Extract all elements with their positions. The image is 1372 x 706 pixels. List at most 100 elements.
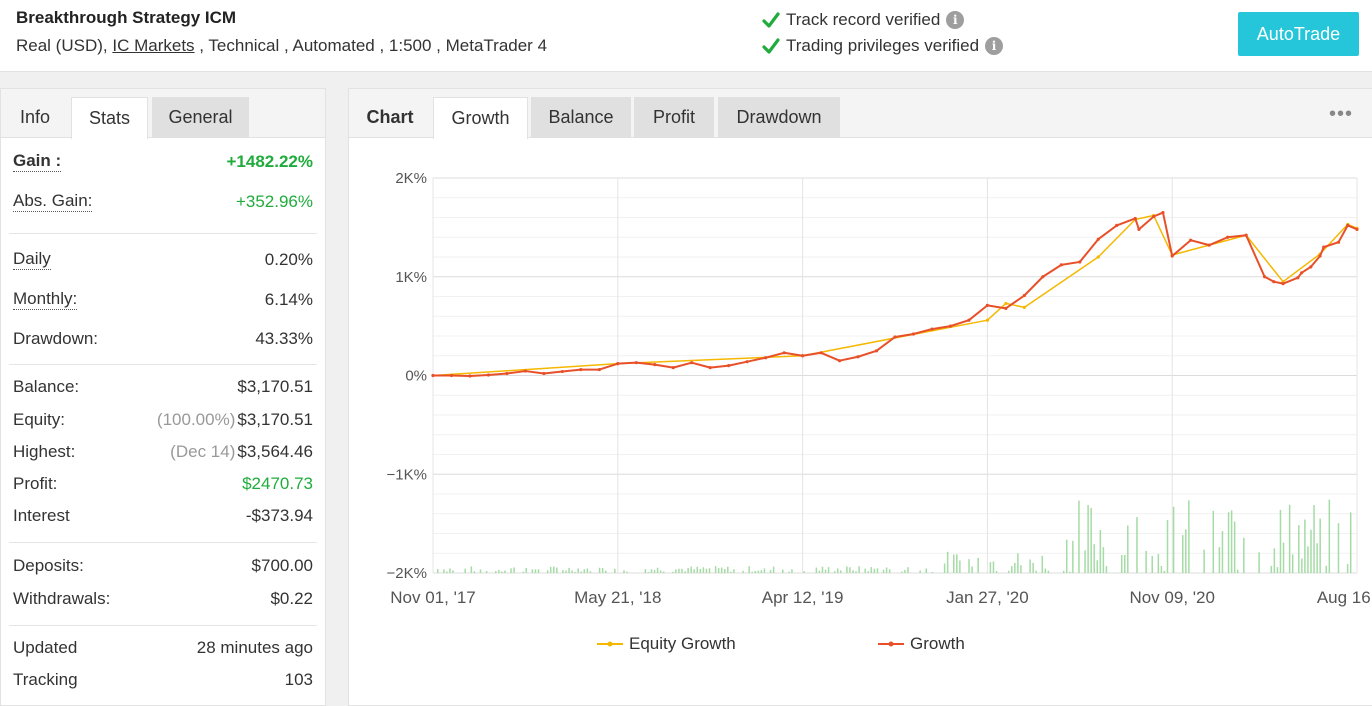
volume-bar (931, 571, 934, 573)
data-point (727, 364, 731, 368)
volume-bar (1044, 568, 1047, 573)
volume-bar (1291, 554, 1294, 573)
volume-bar (1337, 523, 1340, 573)
volume-bar (959, 560, 961, 573)
volume-bar (568, 567, 570, 573)
tab-stats[interactable]: Stats (71, 97, 148, 139)
volume-bar (821, 566, 824, 573)
volume-bar (836, 568, 839, 573)
broker-link[interactable]: IC Markets (112, 36, 195, 55)
daily-value: 0.20% (264, 249, 313, 269)
data-point (1336, 240, 1341, 244)
more-options-icon[interactable]: ••• (1329, 103, 1354, 125)
profit-label: Profit: (13, 474, 58, 493)
gain-label[interactable]: Gain : (13, 151, 62, 172)
volume-bar (601, 568, 604, 573)
volume-bar (1062, 570, 1065, 573)
monthly-value: 6.14% (264, 289, 313, 309)
data-point (1244, 233, 1248, 237)
volume-bar (1084, 550, 1086, 573)
balance-value: $3,170.51 (237, 377, 313, 396)
check-icon (762, 38, 780, 54)
volume-bar (553, 566, 555, 573)
abs-gain-label[interactable]: Abs. Gain: (13, 191, 93, 212)
volume-bar (1172, 506, 1175, 573)
data-point (1207, 243, 1211, 247)
volume-bar (885, 567, 888, 573)
volume-bar (1349, 512, 1352, 573)
volume-bar (604, 570, 607, 573)
volume-bar (971, 566, 973, 573)
volume-bar (510, 568, 512, 573)
volume-bar (452, 570, 454, 573)
volume-bar (1279, 509, 1282, 573)
volume-bar (534, 569, 537, 573)
data-point (1226, 235, 1230, 239)
volume-bar (867, 571, 870, 573)
data-point (801, 354, 805, 358)
info-icon[interactable]: i (985, 37, 1004, 55)
volume-bar (1099, 530, 1102, 573)
tab-balance[interactable]: Balance (531, 97, 631, 138)
account-header: Breakthrough Strategy ICM Real (USD), IC… (0, 0, 1372, 72)
stats-panel: Info Stats General Gain : +1482.22% Abs.… (0, 88, 326, 706)
track-record-verified: Track record verified i (762, 10, 965, 30)
legend-equity-growth[interactable]: Equity Growth (597, 634, 736, 654)
data-point (431, 373, 435, 378)
highest-label: Highest: (13, 442, 76, 461)
volume-bar (840, 570, 842, 573)
volume-bar (989, 562, 992, 573)
data-point (1078, 260, 1082, 264)
volume-bar (1273, 548, 1276, 573)
divider (9, 625, 317, 626)
tab-growth[interactable]: Growth (433, 97, 528, 139)
data-point (486, 373, 491, 377)
volume-bar (888, 569, 891, 573)
data-point (1281, 282, 1285, 286)
tab-profit[interactable]: Profit (634, 97, 714, 138)
tab-drawdown[interactable]: Drawdown (718, 97, 840, 138)
verify-label: Track record verified (786, 10, 941, 29)
withdrawals-row: Withdrawals: $0.22 (13, 589, 313, 609)
volume-bar (446, 571, 448, 573)
x-tick-label: May 21, '18 (574, 588, 661, 607)
volume-bar (824, 569, 827, 573)
volume-bar (1258, 552, 1260, 573)
x-tick-label: Nov 09, '20 (1129, 588, 1214, 607)
daily-label[interactable]: Daily (13, 249, 51, 270)
data-point (985, 318, 990, 322)
legend-equity-label: Equity Growth (629, 634, 736, 653)
volume-bar (1236, 569, 1239, 573)
volume-bar (473, 571, 476, 573)
data-point (1041, 275, 1045, 279)
tracking-value[interactable]: 103 (284, 670, 313, 689)
data-point (1161, 210, 1165, 215)
volume-bar (650, 569, 653, 573)
info-icon[interactable]: i (946, 11, 965, 29)
autotrade-button[interactable]: AutoTrade (1238, 12, 1359, 56)
volume-bar (953, 554, 955, 573)
volume-bar (748, 566, 750, 573)
volume-bar (464, 568, 466, 573)
tab-info[interactable]: Info (19, 107, 51, 127)
volume-bar (437, 569, 439, 573)
data-point (1299, 271, 1304, 275)
tab-general[interactable]: General (152, 97, 249, 138)
volume-bar (1243, 537, 1245, 573)
monthly-label[interactable]: Monthly: (13, 289, 78, 310)
volume-bar (943, 563, 946, 573)
divider (9, 233, 317, 234)
data-point (1133, 216, 1137, 221)
volume-bar (537, 569, 540, 573)
volume-bar (598, 567, 601, 573)
trading-privileges-verified: Trading privileges verified i (762, 36, 1004, 56)
volume-bar (614, 568, 616, 573)
data-point (1096, 255, 1100, 259)
volume-bar (586, 568, 589, 573)
volume-bar (1310, 529, 1312, 573)
legend-growth[interactable]: Growth (878, 634, 965, 654)
gain-row: Gain : +1482.22% (13, 151, 313, 172)
data-point (856, 355, 860, 359)
volume-bar (995, 571, 998, 573)
chart-tabs-label: Chart (366, 107, 414, 127)
